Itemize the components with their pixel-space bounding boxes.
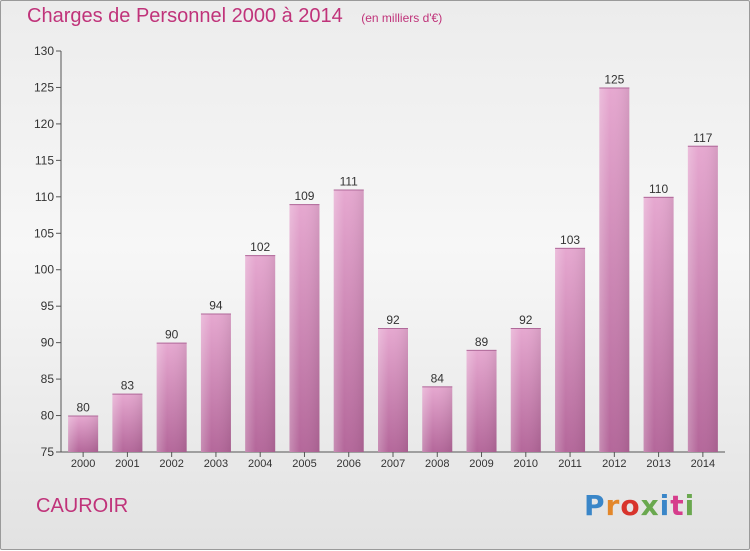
bar-shade [112,393,143,452]
data-label: 80 [76,401,90,415]
x-tick-label: 2009 [469,458,493,470]
bar-shade [510,328,541,452]
bar-shade [245,255,276,452]
data-label: 102 [250,240,270,254]
proxiti-logo: Proxiti [584,489,695,522]
data-label: 94 [209,298,223,312]
data-labels: 80 83 90 94 102 109 111 92 84 89 92 103 125 110 117 [76,72,712,414]
x-tick-label: 2010 [514,458,538,470]
data-label: 110 [649,182,668,196]
chart-subtitle: (en milliers d'€) [361,11,443,25]
data-label: 109 [294,189,314,203]
data-label: 111 [340,175,359,189]
x-tick-label: 2011 [558,458,582,470]
bar-shade [687,145,718,453]
data-label: 89 [475,335,489,349]
y-tick-label: 90 [41,336,55,350]
bar-shade [422,386,453,452]
data-label: 103 [560,233,580,247]
x-tick-label: 2013 [646,458,670,470]
bar-shade [200,313,231,452]
y-tick-label: 110 [35,190,54,204]
data-label: 92 [519,313,533,327]
y-tick-label: 85 [41,372,55,386]
data-label: 117 [693,131,712,145]
y-tick-label: 100 [34,263,54,277]
logo-letter: t [670,489,685,522]
y-tick-label: 105 [34,226,54,240]
data-label: 125 [604,72,624,86]
x-tick-label: 2007 [381,458,405,470]
x-tick-label: 2006 [336,458,360,470]
title-block: Charges de Personnel 2000 à 2014 (en mil… [27,5,442,28]
x-tick-label: 2000 [71,458,95,470]
x-tick-label: 2012 [602,458,626,470]
y-tick-label: 95 [41,299,55,313]
data-label: 84 [431,371,445,385]
y-tick-label: 120 [34,117,54,131]
bar-shade [68,415,99,452]
bar-shade [466,349,497,452]
logo-letter: o [620,489,641,522]
data-label: 92 [386,313,400,327]
y-tick-label: 75 [41,445,55,459]
y-tick-label: 115 [35,153,54,167]
x-tick-label: 2001 [115,458,139,470]
logo-letter: i [684,489,696,522]
bar-shade [555,247,586,452]
bar-shade [289,204,320,452]
chart-title: Charges de Personnel 2000 à 2014 [27,5,343,27]
bar-shade [333,189,364,452]
logo-letter: P [584,489,606,522]
bars [68,87,718,453]
data-label: 90 [165,328,179,342]
commune-name: CAUROIR [36,495,129,517]
x-tick-label: 2005 [292,458,316,470]
y-tick-label: 125 [34,80,54,94]
x-tick-label: 2004 [248,458,272,470]
bar-shade [599,87,630,453]
logo-letter: i [659,489,671,522]
x-tick-label: 2003 [204,458,228,470]
bar-shade [643,196,674,452]
x-tick-label: 2008 [425,458,449,470]
x-tick-label: 2014 [691,458,715,470]
logo-letter: r [605,489,621,522]
data-label: 83 [121,379,135,393]
x-tick-label: 2002 [159,458,183,470]
logo-letter: x [640,489,660,522]
y-tick-label: 130 [34,44,54,58]
y-tick-label: 80 [41,409,55,423]
bar-shade [156,342,187,452]
bar-shade [378,328,408,452]
